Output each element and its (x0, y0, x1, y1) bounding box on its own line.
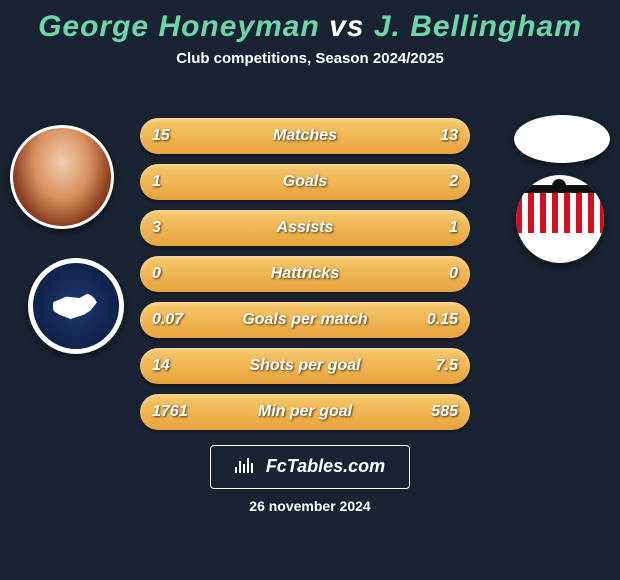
stat-row: 0Hattricks0 (140, 256, 470, 292)
stat-value-right: 1 (449, 210, 458, 246)
brand-text: FcTables.com (266, 456, 385, 476)
stat-label: Goals per match (140, 302, 470, 338)
club1-badge (28, 258, 124, 354)
stat-row: 0.07Goals per match0.15 (140, 302, 470, 338)
stat-label: Matches (140, 118, 470, 154)
player1-avatar (10, 125, 114, 229)
player2-name: J. Bellingham (374, 10, 582, 43)
stat-row: 15Matches13 (140, 118, 470, 154)
stats-container: 15Matches131Goals23Assists10Hattricks00.… (140, 118, 470, 440)
stat-label: Hattricks (140, 256, 470, 292)
brand-box: FcTables.com (210, 445, 410, 489)
vs-separator: vs (329, 10, 364, 43)
branding: FcTables.com (0, 445, 620, 489)
stat-row: 3Assists1 (140, 210, 470, 246)
stat-label: Goals (140, 164, 470, 200)
subtitle: Club competitions, Season 2024/2025 (0, 50, 620, 67)
stat-label: Shots per goal (140, 348, 470, 384)
player1-name: George Honeyman (38, 10, 320, 43)
stat-row: 1Goals2 (140, 164, 470, 200)
comparison-card: { "header": { "player1": "George Honeyma… (0, 0, 620, 580)
stat-value-right: 7.5 (436, 348, 458, 384)
comparison-title: George Honeyman vs J. Bellingham (0, 0, 620, 44)
stat-label: Min per goal (140, 394, 470, 430)
stat-value-right: 13 (440, 118, 458, 154)
stat-label: Assists (140, 210, 470, 246)
stat-row: 14Shots per goal7.5 (140, 348, 470, 384)
club2-badge (516, 175, 604, 263)
date: 26 november 2024 (0, 498, 620, 514)
stat-value-right: 0.15 (427, 302, 458, 338)
chart-icon (235, 457, 255, 478)
stat-value-right: 585 (431, 394, 458, 430)
player2-avatar (514, 115, 610, 163)
stat-value-right: 2 (449, 164, 458, 200)
stat-row: 1761Min per goal585 (140, 394, 470, 430)
stat-value-right: 0 (449, 256, 458, 292)
